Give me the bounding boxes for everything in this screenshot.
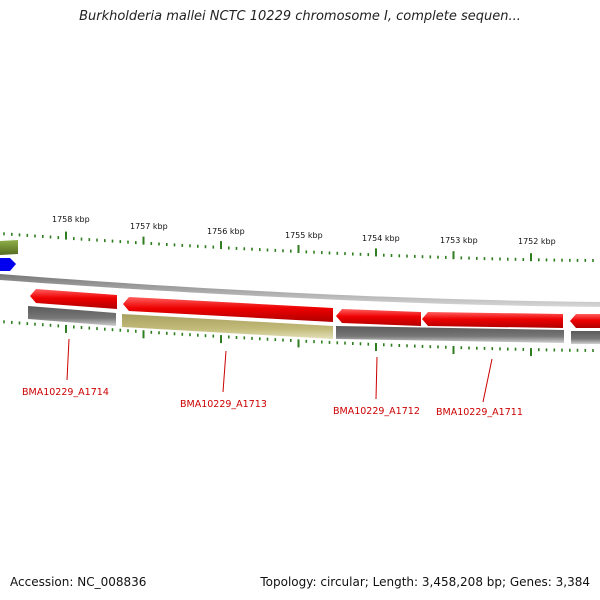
tick-marks-top <box>3 231 594 262</box>
cds-track <box>30 289 600 328</box>
edge-feature-blue[interactable] <box>0 258 16 271</box>
gene-bar-highlighted[interactable] <box>122 314 333 339</box>
position-label: 1758 kbp <box>52 215 90 224</box>
gene-label[interactable]: BMA10229_A1711 <box>436 407 523 418</box>
cds-arrow[interactable] <box>570 314 600 328</box>
edge-feature-green[interactable] <box>0 240 18 255</box>
position-label: 1754 kbp <box>362 234 400 243</box>
gene-label[interactable]: BMA10229_A1714 <box>22 387 109 398</box>
gene-labels: BMA10229_A1714 BMA10229_A1713 BMA10229_A… <box>22 387 523 418</box>
position-label: 1756 kbp <box>207 227 245 236</box>
cds-arrow[interactable] <box>30 289 117 309</box>
cds-arrow[interactable] <box>422 312 563 328</box>
position-scale: 1758 kbp 1757 kbp 1756 kbp 1755 kbp 1754… <box>52 215 556 246</box>
chromosome-backbone <box>0 274 600 307</box>
gene-label[interactable]: BMA10229_A1713 <box>180 399 267 410</box>
gene-bar[interactable] <box>571 331 600 344</box>
position-label: 1757 kbp <box>130 222 168 231</box>
gene-bar[interactable] <box>28 306 116 326</box>
cds-arrow[interactable] <box>336 309 421 326</box>
gene-bar[interactable] <box>336 326 564 343</box>
gene-track <box>28 306 600 344</box>
cds-arrow[interactable] <box>123 297 333 322</box>
map-title: Burkholderia mallei NCTC 10229 chromosom… <box>79 9 521 24</box>
accession-text: Accession: NC_008836 <box>10 575 147 589</box>
gene-label[interactable]: BMA10229_A1712 <box>333 406 420 417</box>
position-label: 1755 kbp <box>285 231 323 240</box>
label-leaders <box>66 338 493 403</box>
position-label: 1753 kbp <box>440 236 478 245</box>
tick-marks-bottom <box>3 320 594 357</box>
position-label: 1752 kbp <box>518 237 556 246</box>
topology-text: Topology: circular; Length: 3,458,208 bp… <box>260 575 590 589</box>
